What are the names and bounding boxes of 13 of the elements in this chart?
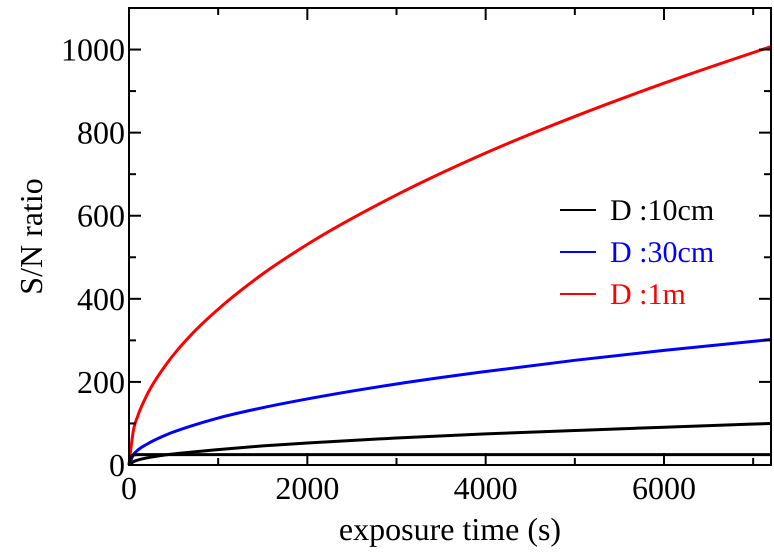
y-tick-label: 200 xyxy=(77,364,125,400)
legend-label: D :30cm xyxy=(610,236,714,269)
y-tick-label: 1000 xyxy=(61,32,125,68)
y-tick-label: 800 xyxy=(77,114,125,151)
legend-label: D :10cm xyxy=(610,194,714,227)
y-tick-label: 600 xyxy=(77,198,125,234)
x-tick-label: 2000 xyxy=(275,470,340,506)
y-axis-title: S/N ratio xyxy=(13,178,49,295)
y-tick-label: 400 xyxy=(77,280,125,317)
x-axis-title: exposure time (s) xyxy=(338,511,562,547)
x-tick-label: 4000 xyxy=(454,470,518,506)
x-tick-label: 6000 xyxy=(632,470,696,506)
legend-label: D :1m xyxy=(610,278,686,311)
